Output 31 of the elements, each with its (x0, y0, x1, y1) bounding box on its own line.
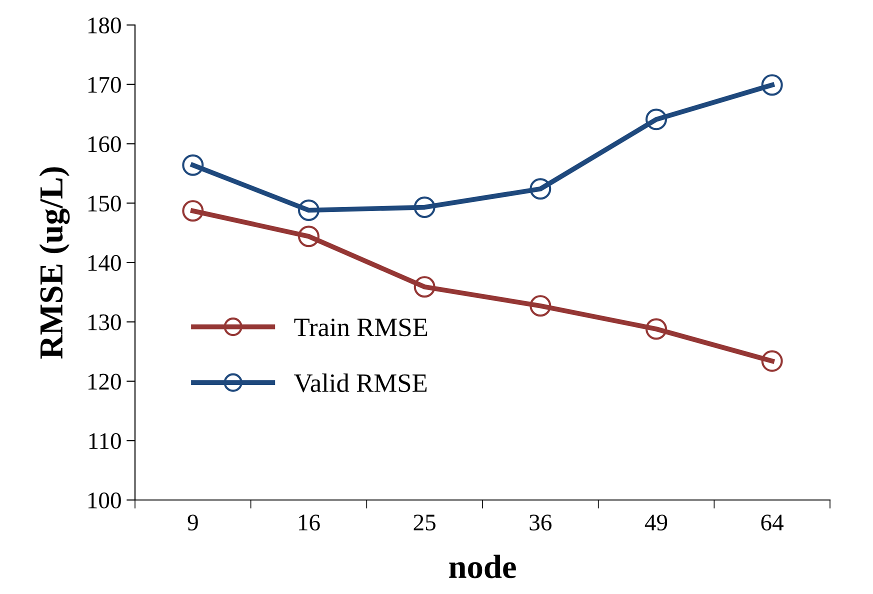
y-axis-title: RMSE (ug/L) (39, 167, 70, 359)
x-tick-label: 64 (761, 514, 784, 531)
legend-label: Train RMSE (294, 318, 428, 336)
point (761, 350, 783, 372)
legend-label: Valid RMSE (294, 373, 427, 392)
point (761, 74, 783, 96)
point (414, 196, 436, 218)
y-tick-label: 180 (88, 17, 121, 34)
y-tick-label: 100 (88, 492, 121, 508)
point (530, 295, 552, 317)
y-tick-label: 110 (89, 433, 121, 450)
point (298, 226, 320, 248)
x-tick-label: 49 (644, 514, 668, 531)
y-tick-label: 160 (88, 136, 121, 152)
point (414, 276, 436, 298)
y-tick-label: 170 (88, 76, 121, 93)
x-tick-label: 36 (530, 514, 552, 531)
x-axis-title: node (449, 554, 516, 578)
y-tick-label: 140 (88, 254, 121, 271)
point (645, 108, 668, 130)
x-tick-label: 9 (188, 514, 198, 531)
point (530, 178, 552, 200)
point (298, 199, 320, 222)
y-tick-label: 120 (88, 374, 121, 390)
x-tick-label: 16 (299, 514, 320, 531)
point (182, 154, 204, 176)
point (645, 318, 668, 340)
y-tick-label: 150 (88, 196, 121, 212)
x-tick-label: 25 (414, 514, 436, 531)
point (182, 200, 204, 222)
y-tick-label: 130 (88, 314, 121, 330)
